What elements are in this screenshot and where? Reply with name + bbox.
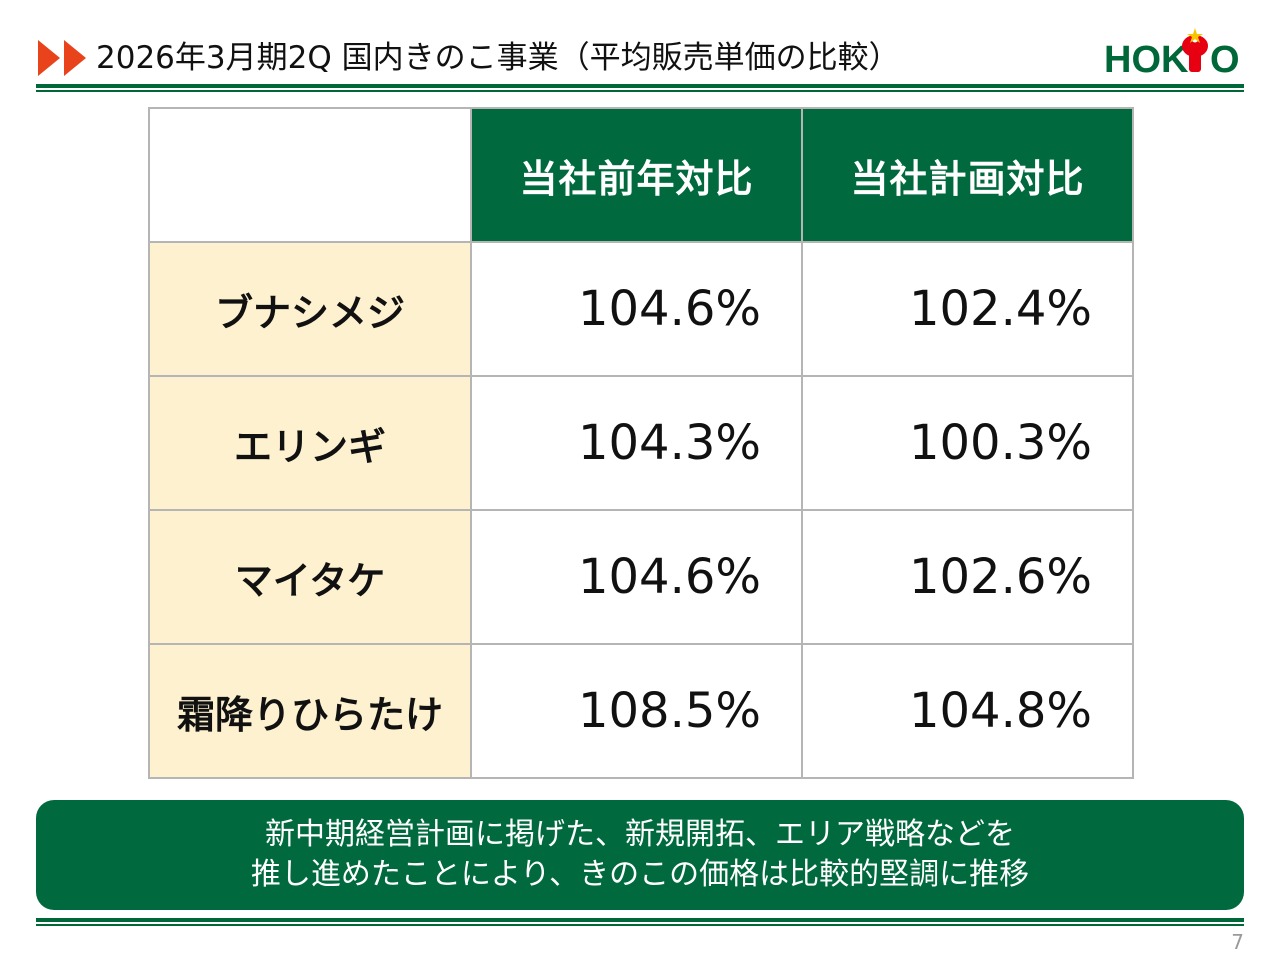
table-cell: 104.3% bbox=[470, 375, 803, 511]
svg-text:O: O bbox=[1210, 39, 1240, 78]
table-row: 霜降りひらたけ 108.5% 104.8% bbox=[148, 643, 1134, 779]
table-cell: 104.6% bbox=[470, 509, 803, 645]
table-row: エリンギ 104.3% 100.3% bbox=[148, 375, 1134, 511]
table-cell: 102.6% bbox=[801, 509, 1134, 645]
table-corner-cell bbox=[148, 107, 472, 243]
column-header-plan: 当社計画対比 bbox=[801, 107, 1134, 243]
column-header-prev-year: 当社前年対比 bbox=[470, 107, 803, 243]
summary-line-2: 推し進めたことにより、きのこの価格は比較的堅調に推移 bbox=[250, 857, 1030, 892]
table-row: ブナシメジ 104.6% 102.4% bbox=[148, 241, 1134, 377]
table-cell: 104.8% bbox=[801, 643, 1134, 779]
header-divider-thick bbox=[36, 84, 1244, 88]
row-header-eringi: エリンギ bbox=[148, 375, 472, 511]
page-title: 2026年3月期2Q 国内きのこ事業（平均販売単価の比較） bbox=[96, 40, 900, 76]
footer-divider-thin bbox=[36, 924, 1244, 926]
table-row: マイタケ 104.6% 102.6% bbox=[148, 509, 1134, 645]
summary-line-1: 新中期経営計画に掲げた、新規開拓、エリア戦略などを bbox=[265, 817, 1015, 852]
table-cell: 100.3% bbox=[801, 375, 1134, 511]
hokuto-logo: HOK O bbox=[1104, 28, 1240, 78]
double-arrow-icon bbox=[38, 40, 86, 76]
header-divider-thin bbox=[36, 90, 1244, 92]
slide-header: 2026年3月期2Q 国内きのこ事業（平均販売単価の比較） HOK O bbox=[0, 0, 1280, 92]
table-cell: 108.5% bbox=[470, 643, 803, 779]
row-header-shimofuri-hiratake: 霜降りひらたけ bbox=[148, 643, 472, 779]
row-header-maitake: マイタケ bbox=[148, 509, 472, 645]
price-comparison-table: 当社前年対比 当社計画対比 ブナシメジ 104.6% 102.4% エリンギ 1… bbox=[148, 107, 1134, 779]
svg-text:HOK: HOK bbox=[1104, 39, 1189, 78]
footer-divider-thick bbox=[36, 918, 1244, 922]
table-header-row: 当社前年対比 当社計画対比 bbox=[148, 107, 1134, 243]
table-cell: 102.4% bbox=[801, 241, 1134, 377]
row-header-bunashimeji: ブナシメジ bbox=[148, 241, 472, 377]
table-cell: 104.6% bbox=[470, 241, 803, 377]
summary-box: 新中期経営計画に掲げた、新規開拓、エリア戦略などを 推し進めたことにより、きのこ… bbox=[36, 800, 1244, 910]
page-number: 7 bbox=[1231, 930, 1244, 954]
